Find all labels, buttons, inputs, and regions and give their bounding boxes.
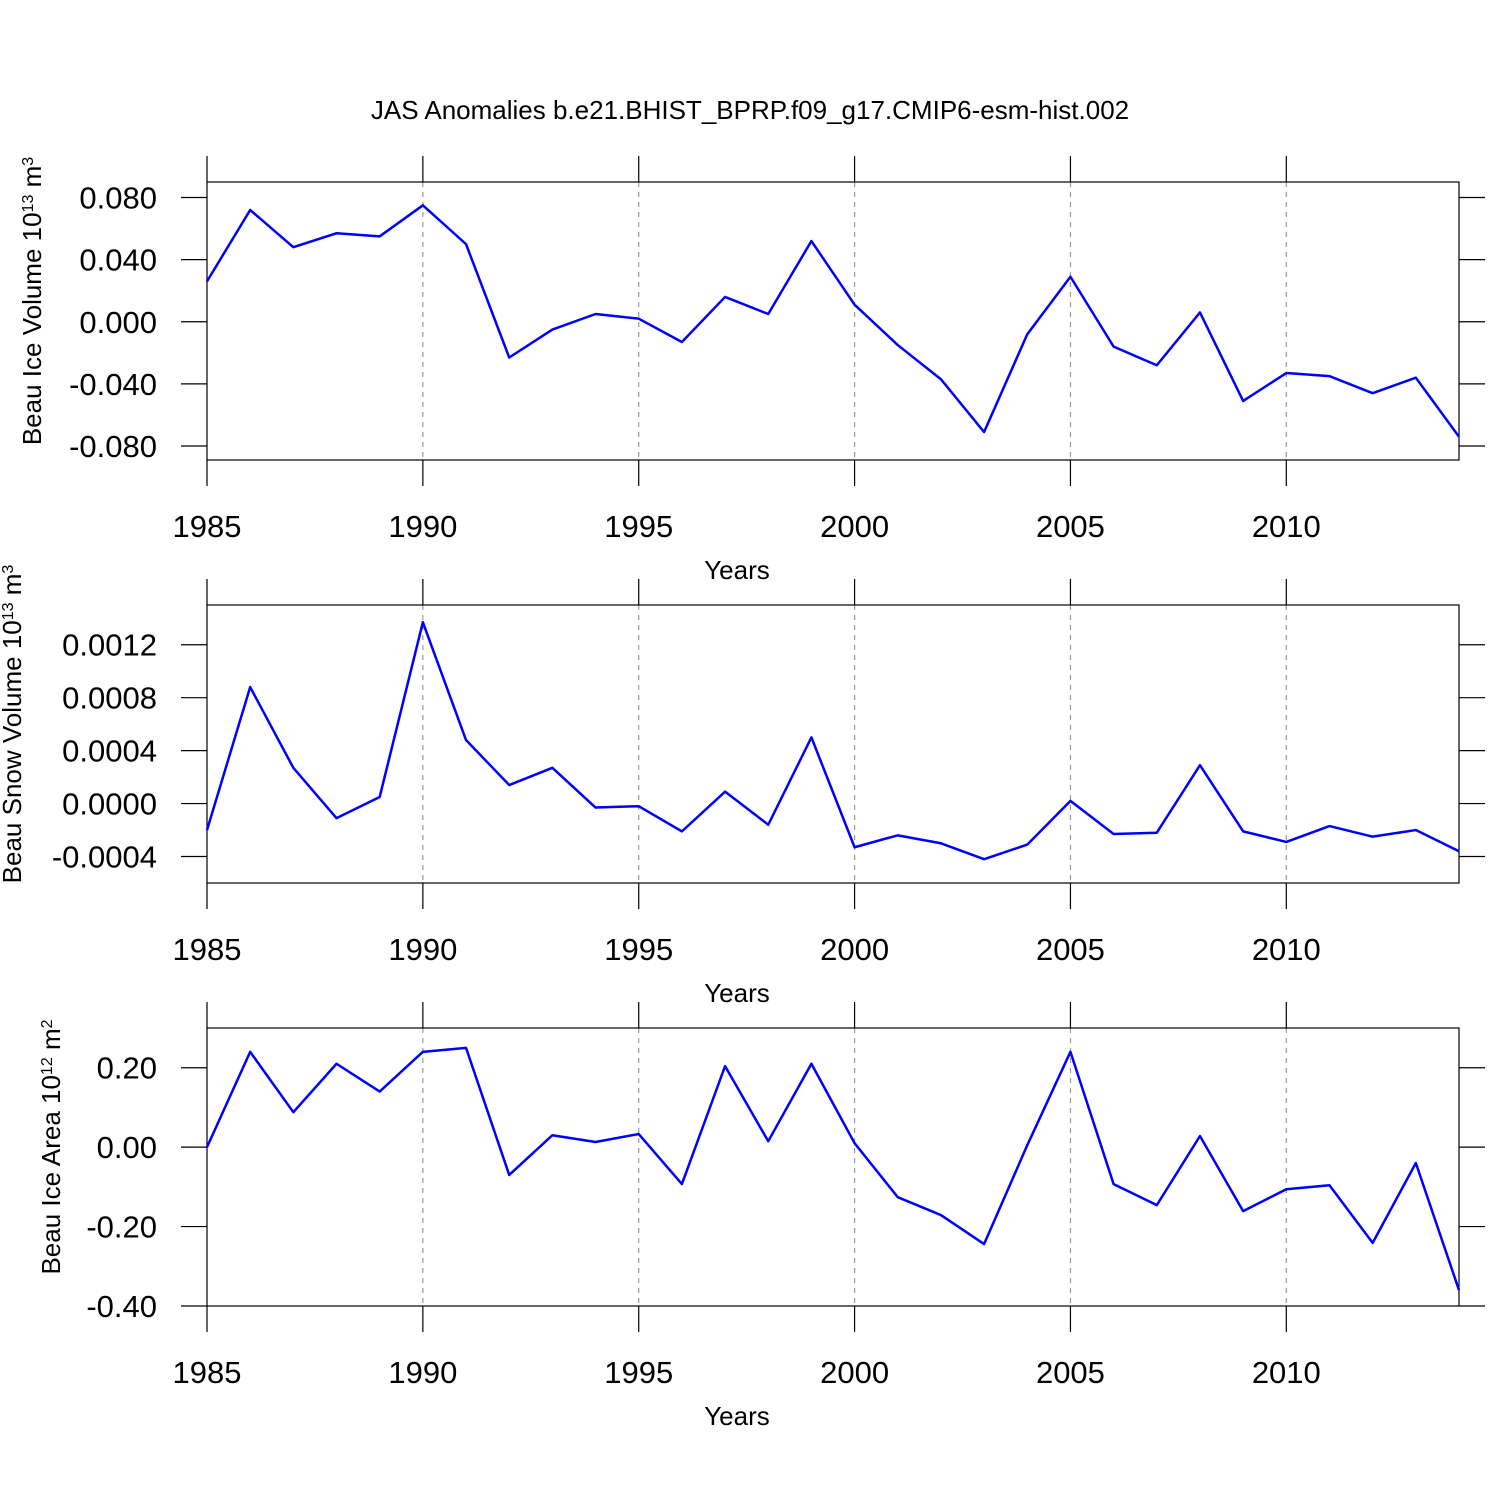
x-tick-label: 1990: [388, 1355, 457, 1390]
plot-frame: [206, 181, 1460, 461]
x-tick-label: 2010: [1252, 509, 1321, 544]
y-tick-label: 0.0012: [62, 628, 157, 663]
x-tick-label: 1995: [604, 932, 673, 967]
x-tick-label: 2005: [1036, 932, 1105, 967]
y-label-text: m: [36, 1028, 66, 1057]
y-tick-label: 0.0008: [62, 681, 157, 716]
x-tick-label: 2000: [820, 1355, 889, 1390]
y-label-text: m: [17, 166, 47, 195]
y-tick-label: -0.040: [69, 367, 157, 402]
x-tick-label: 1985: [173, 932, 242, 967]
y-label-superscript: 2: [39, 1019, 56, 1028]
y-tick-label: -0.0004: [52, 840, 157, 875]
y-tick-label: -0.080: [69, 429, 157, 464]
y-tick-label: 0.0004: [62, 734, 157, 769]
plot-frame: [206, 604, 1460, 884]
data-line: [205, 204, 1461, 438]
x-tick-label: 1995: [604, 509, 673, 544]
y-tick-label: 0.0000: [62, 787, 157, 822]
x-tick-label: 1990: [388, 932, 457, 967]
x-axis-label: Years: [704, 978, 770, 1008]
y-label-text: m: [0, 574, 27, 603]
x-tick-label: 2000: [820, 509, 889, 544]
y-axis-label: Beau Ice Volume 1013 m3: [17, 157, 47, 445]
y-axis-label: Beau Ice Area 1012 m2: [36, 1019, 66, 1274]
figure-title: JAS Anomalies b.e21.BHIST_BPRP.f09_g17.C…: [371, 95, 1129, 125]
x-tick-label: 1985: [173, 509, 242, 544]
x-tick-label: 1985: [173, 1355, 242, 1390]
plot-frame: [206, 1027, 1460, 1307]
y-label-superscript: 3: [20, 157, 37, 166]
x-tick-label: 2010: [1252, 1355, 1321, 1390]
y-label-text: Beau Ice Volume 10: [17, 212, 47, 445]
y-label-superscript: 3: [0, 565, 17, 574]
y-label-superscript: 12: [39, 1057, 56, 1075]
y-label-text: Beau Snow Volume 10: [0, 620, 27, 883]
y-tick-label: -0.20: [86, 1210, 157, 1245]
data-line: [205, 620, 1460, 861]
y-axis-label: Beau Snow Volume 1013 m3: [0, 565, 27, 884]
x-tick-label: 2010: [1252, 932, 1321, 967]
y-tick-label: 0.000: [79, 305, 157, 340]
data-line: [205, 1046, 1461, 1291]
x-tick-label: 1990: [388, 509, 457, 544]
x-tick-label: 1995: [604, 1355, 673, 1390]
x-axis-label: Years: [704, 555, 770, 585]
y-tick-label: 0.080: [79, 181, 157, 216]
x-tick-label: 2005: [1036, 1355, 1105, 1390]
y-tick-label: 0.040: [79, 243, 157, 278]
x-axis-label: Years: [704, 1401, 770, 1431]
y-tick-label: -0.40: [86, 1289, 157, 1324]
y-label-text: Beau Ice Area 10: [36, 1075, 66, 1274]
x-tick-label: 2005: [1036, 509, 1105, 544]
y-label-superscript: 13: [0, 602, 17, 620]
y-tick-label: 0.20: [97, 1051, 157, 1086]
y-label-superscript: 13: [20, 195, 37, 213]
y-tick-label: 0.00: [97, 1130, 157, 1165]
x-tick-label: 2000: [820, 932, 889, 967]
